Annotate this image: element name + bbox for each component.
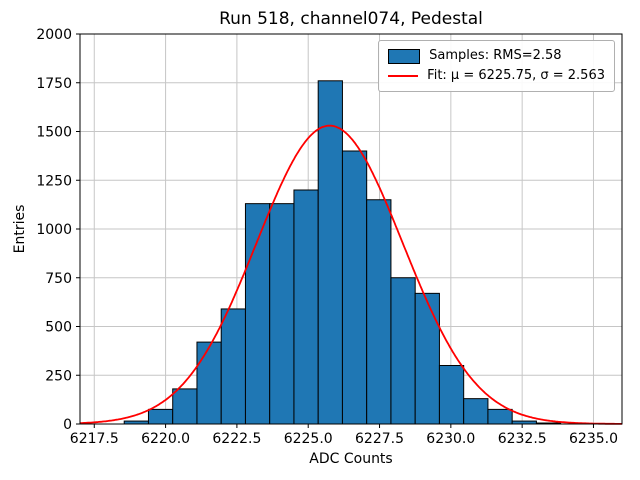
- legend-entry-fit: Fit: μ = 6225.75, σ = 2.563: [388, 66, 605, 86]
- y-tick-label: 1000: [36, 222, 72, 238]
- y-axis-label: Entries: [12, 204, 28, 254]
- x-tick-label: 6230.0: [426, 431, 475, 447]
- histogram-bar: [293, 189, 319, 425]
- histogram-bar: [390, 277, 416, 425]
- tick-labels: 6217.5 6220.0 6222.5 6225.0 6227.5 6230.0 6232…: [36, 27, 618, 447]
- histogram-bar: [172, 388, 198, 425]
- x-tick-label: 6225.0: [284, 431, 333, 447]
- legend-samples-label: Samples: RMS=2.58: [429, 48, 562, 63]
- y-tick-label: 500: [45, 320, 72, 336]
- y-tick-label: 0: [63, 417, 72, 433]
- fit-curve: [80, 124, 622, 425]
- histogram-bar: [317, 80, 343, 425]
- x-tick-label: 6222.5: [212, 431, 261, 447]
- histogram-bar: [196, 341, 222, 425]
- x-tick-label: 6235.0: [569, 431, 618, 447]
- x-tick-label: 6232.5: [498, 431, 547, 447]
- y-tick-label: 250: [45, 368, 72, 384]
- y-tick-label: 1500: [36, 125, 72, 141]
- histogram-bar: [341, 150, 368, 425]
- histogram-bar: [463, 398, 489, 425]
- legend: Samples: RMS=2.58 Fit: μ = 6225.75, σ = …: [378, 40, 615, 92]
- histogram-bar: [414, 292, 440, 425]
- histogram-bar: [438, 365, 465, 425]
- fit-line-swatch: [388, 75, 419, 77]
- histogram-bars: [123, 80, 562, 425]
- legend-entry-samples: Samples: RMS=2.58: [388, 46, 605, 66]
- figure-title: Run 518, channel074, Pedestal: [219, 9, 483, 29]
- histogram-bar: [244, 203, 271, 425]
- histogram-bar: [269, 203, 295, 425]
- y-tick-label: 1750: [36, 76, 72, 92]
- y-tick-label: 1250: [36, 173, 72, 189]
- y-tick-label: 2000: [36, 27, 72, 43]
- histogram-bar: [366, 199, 392, 425]
- samples-swatch: [388, 48, 421, 64]
- x-axis-label: ADC Counts: [309, 451, 393, 467]
- legend-fit-label: Fit: μ = 6225.75, σ = 2.563: [427, 68, 605, 83]
- histogram-bar: [220, 308, 246, 425]
- histogram-bar: [147, 408, 174, 425]
- x-tick-label: 6220.0: [141, 431, 190, 447]
- x-tick-label: 6227.5: [355, 431, 404, 447]
- y-tick-label: 750: [45, 271, 72, 287]
- histogram-bar: [487, 408, 513, 425]
- x-tick-label: 6217.5: [70, 431, 119, 447]
